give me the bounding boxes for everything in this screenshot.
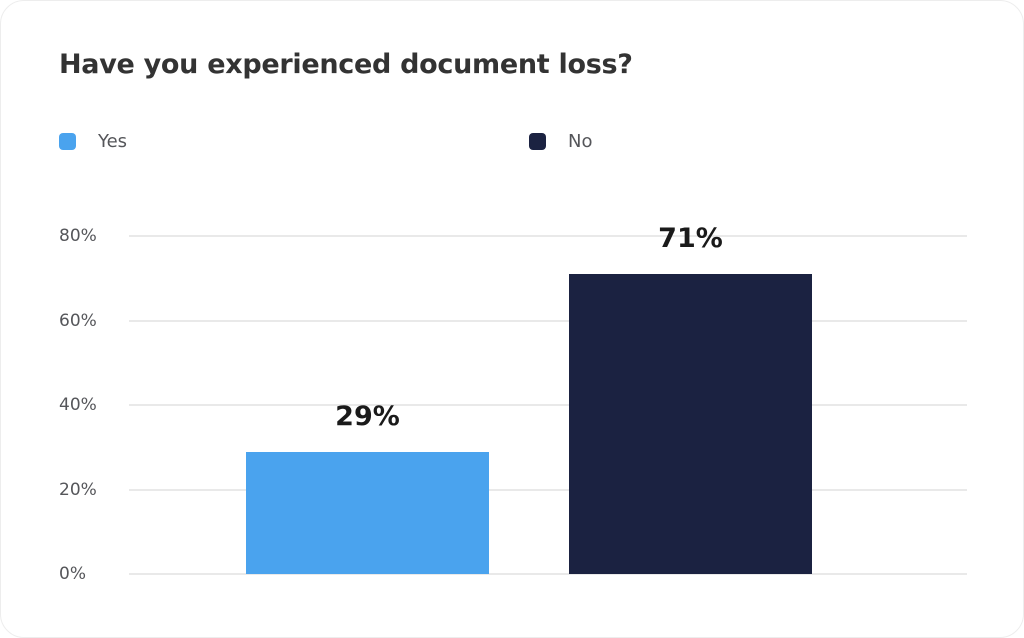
y-axis-tick-label: 0% xyxy=(59,564,86,584)
gridline-80 xyxy=(129,235,967,238)
legend-item-no: No xyxy=(529,130,593,152)
chart-title: Have you experienced document loss? xyxy=(59,49,633,80)
y-axis-tick-label: 60% xyxy=(59,310,97,331)
y-axis-tick-label: 20% xyxy=(59,479,97,500)
gridline-60 xyxy=(129,319,967,322)
gridline-20 xyxy=(129,488,967,491)
legend-item-yes: Yes xyxy=(59,130,128,152)
legend-label: No xyxy=(568,130,593,152)
y-axis-tick-label: 40% xyxy=(59,395,97,416)
bar-no xyxy=(569,274,812,574)
legend-label: Yes xyxy=(98,130,128,152)
bar-value-label-no: 71% xyxy=(658,223,723,255)
gridline-0 xyxy=(129,573,967,575)
y-axis-tick-label: 80% xyxy=(59,226,97,247)
legend-swatch-no xyxy=(529,132,546,150)
gridline-40 xyxy=(129,404,967,407)
legend-swatch-yes xyxy=(59,132,76,150)
bar-yes xyxy=(246,451,489,574)
bar-value-label-yes: 29% xyxy=(335,400,400,432)
